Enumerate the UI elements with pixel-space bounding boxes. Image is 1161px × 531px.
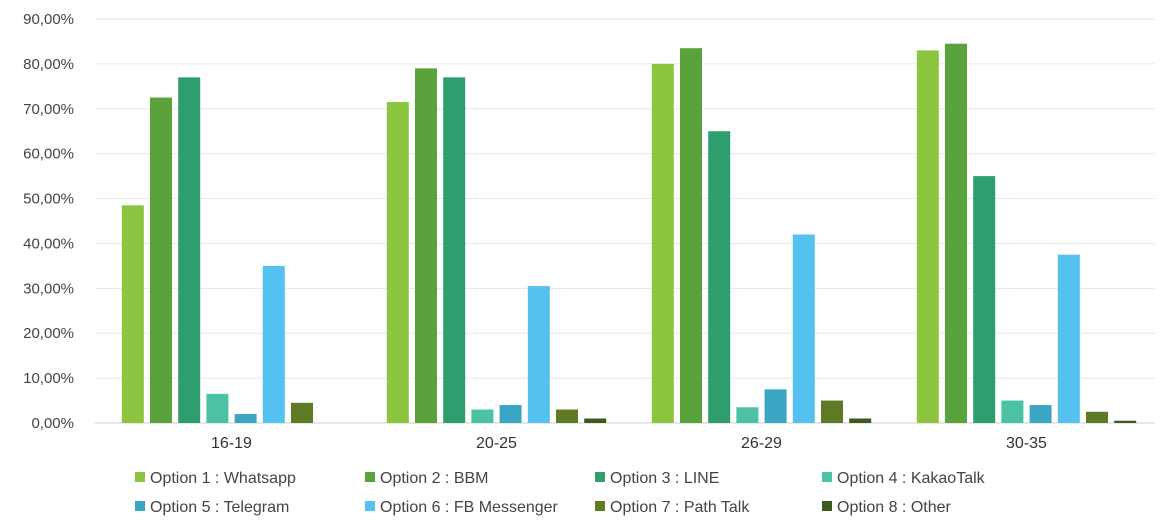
legend-label: Option 7 : Path Talk bbox=[610, 499, 750, 516]
y-tick-label: 20,00% bbox=[23, 325, 74, 342]
y-axis-ticks: 0,00% 10,00% 20,00% 30,00% 40,00% 50,00% 60,00… bbox=[23, 11, 74, 432]
bar-1-30-35 bbox=[916, 50, 939, 424]
y-tick-label: 50,00% bbox=[23, 191, 74, 208]
y-tick-label: 40,00% bbox=[23, 235, 74, 252]
bar-2-20-25 bbox=[415, 68, 437, 423]
bar-6-30-35 bbox=[1057, 254, 1080, 423]
bar-4-20-25 bbox=[471, 409, 494, 423]
bar-4-26-29 bbox=[736, 407, 759, 423]
bar-5-26-29 bbox=[764, 389, 787, 423]
y-tick-label: 70,00% bbox=[23, 101, 74, 118]
legend-swatch bbox=[595, 472, 605, 482]
bar-6-16-19 bbox=[262, 265, 285, 423]
bar-2-16-19 bbox=[150, 97, 172, 424]
bar-6-20-25 bbox=[527, 286, 550, 423]
bar-5-20-25 bbox=[499, 405, 522, 423]
y-tick-label: 80,00% bbox=[23, 56, 74, 73]
bar-6-26-29 bbox=[792, 234, 815, 423]
bar-7-30-35 bbox=[1086, 411, 1108, 423]
legend-label: Option 6 : FB Messenger bbox=[380, 499, 559, 516]
gridlines bbox=[95, 18, 1155, 424]
legend-swatch bbox=[822, 472, 832, 482]
bar-8-30-35 bbox=[1114, 420, 1137, 423]
bar-5-16-19 bbox=[234, 414, 257, 423]
bar-3-30-35 bbox=[973, 176, 996, 423]
x-axis-ticks: 16-19 20-25 26-29 30-35 bbox=[211, 435, 1047, 452]
bar-3-20-25 bbox=[443, 77, 466, 423]
bar-3-26-29 bbox=[708, 131, 731, 423]
legend-label: Option 8 : Other bbox=[837, 499, 952, 516]
legend-label: Option 1 : Whatsapp bbox=[150, 470, 296, 487]
legend-label: Option 4 : KakaoTalk bbox=[837, 470, 986, 487]
bar-7-16-19 bbox=[291, 402, 313, 423]
legend-swatch bbox=[365, 501, 375, 511]
legend-label: Option 2 : BBM bbox=[380, 470, 489, 487]
bars bbox=[121, 43, 1137, 424]
legend: Option 1 : Whatsapp Option 2 : BBM Option … bbox=[135, 470, 986, 516]
bar-8-20-25 bbox=[584, 418, 607, 423]
bar-1-16-19 bbox=[121, 205, 144, 423]
bar-2-26-29 bbox=[680, 48, 702, 424]
bar-7-26-29 bbox=[821, 400, 843, 423]
x-tick-label: 30-35 bbox=[1006, 435, 1047, 452]
y-tick-label: 10,00% bbox=[23, 370, 74, 387]
y-tick-label: 90,00% bbox=[23, 11, 74, 28]
legend-swatch bbox=[135, 472, 145, 482]
x-tick-label: 26-29 bbox=[741, 435, 782, 452]
x-tick-label: 20-25 bbox=[476, 435, 517, 452]
bar-4-16-19 bbox=[206, 393, 229, 423]
legend-swatch bbox=[822, 501, 832, 511]
x-tick-label: 16-19 bbox=[211, 435, 252, 452]
bar-7-20-25 bbox=[556, 409, 578, 423]
bar-5-30-35 bbox=[1029, 405, 1052, 423]
y-tick-label: 30,00% bbox=[23, 280, 74, 297]
y-tick-label: 0,00% bbox=[31, 415, 74, 432]
bar-1-20-25 bbox=[386, 102, 409, 424]
legend-label: Option 5 : Telegram bbox=[150, 499, 289, 516]
bar-8-26-29 bbox=[849, 418, 872, 423]
legend-swatch bbox=[595, 501, 605, 511]
legend-swatch bbox=[365, 472, 375, 482]
bar-4-30-35 bbox=[1001, 400, 1024, 423]
bar-3-16-19 bbox=[178, 77, 201, 423]
legend-label: Option 3 : LINE bbox=[610, 470, 719, 487]
bar-1-26-29 bbox=[651, 63, 674, 424]
bar-2-30-35 bbox=[945, 43, 967, 423]
y-tick-label: 60,00% bbox=[23, 146, 74, 163]
legend-swatch bbox=[135, 501, 145, 511]
